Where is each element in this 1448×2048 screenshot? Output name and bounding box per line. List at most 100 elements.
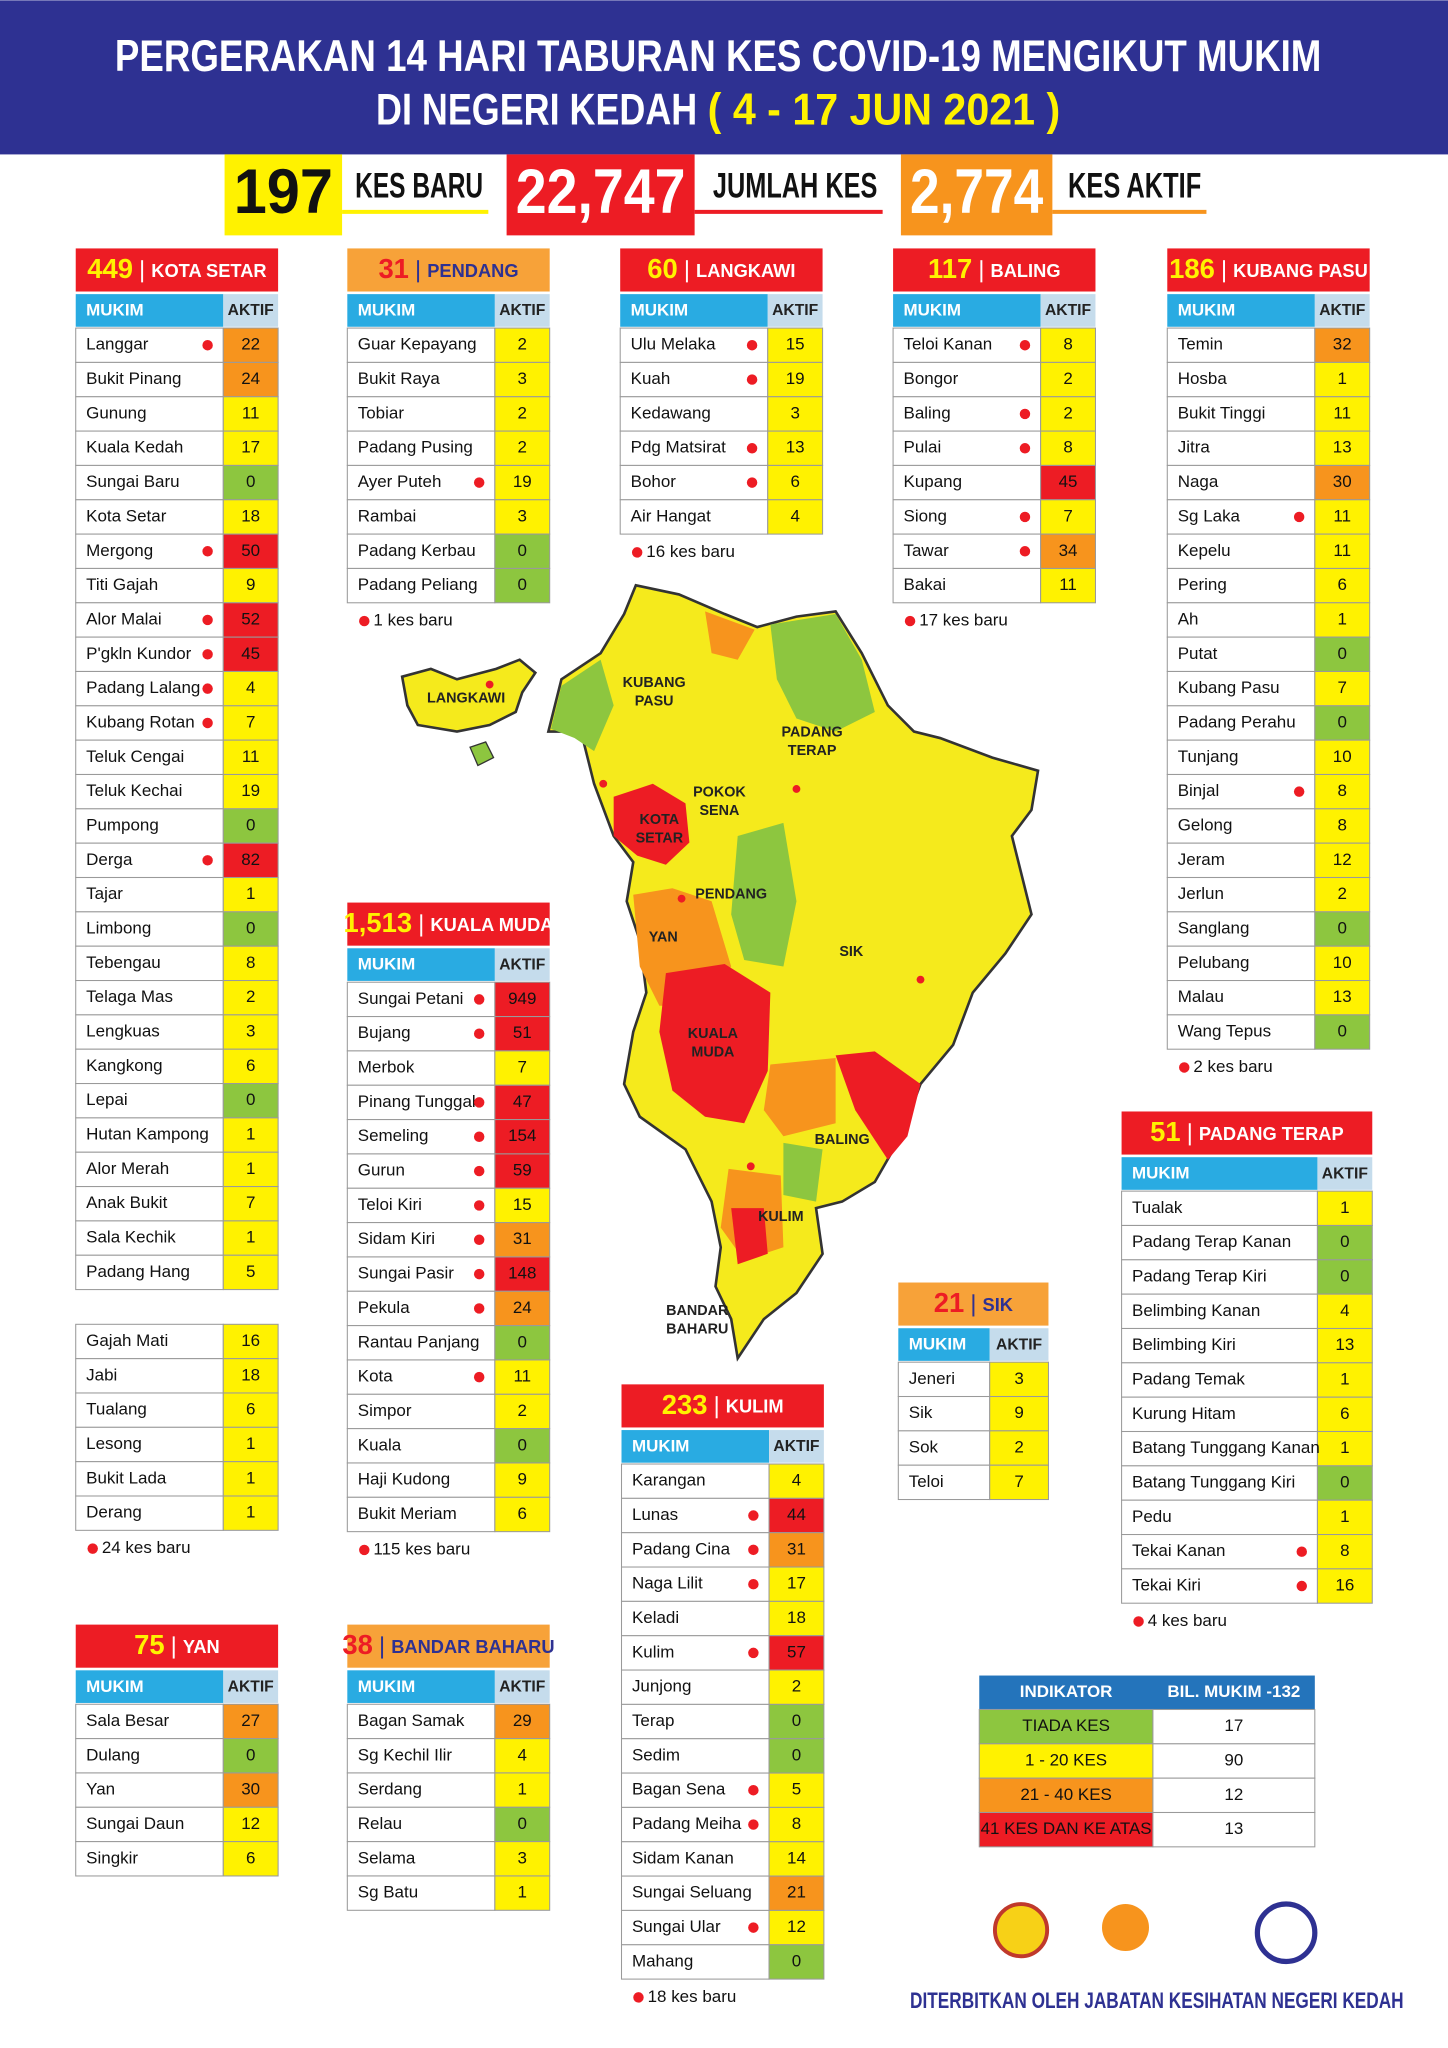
note: 1 kes baru bbox=[373, 611, 452, 630]
mukim-name: Belimbing Kiri bbox=[1132, 1335, 1236, 1354]
row-bg bbox=[1166, 945, 1316, 982]
header-label: AKTIF bbox=[1322, 1165, 1368, 1182]
row-bg bbox=[346, 1016, 496, 1052]
new-case-dot bbox=[473, 1268, 485, 1280]
value-cell bbox=[1314, 327, 1371, 363]
mukim-name: Air Hangat bbox=[631, 506, 711, 525]
mukim-name: Kupang bbox=[904, 472, 963, 491]
mukim-name: Belimbing Kanan bbox=[1132, 1301, 1260, 1320]
active-count: 11 bbox=[1333, 403, 1351, 422]
row-bg bbox=[75, 1495, 224, 1531]
row-bg bbox=[1166, 361, 1316, 398]
active-count: 18 bbox=[241, 1365, 260, 1384]
header-label: AKTIF bbox=[996, 1336, 1042, 1353]
new-case-dot bbox=[746, 374, 758, 385]
active-count: 3 bbox=[246, 1022, 255, 1041]
active-count: 2 bbox=[1014, 1438, 1023, 1457]
value-cell bbox=[767, 361, 824, 398]
row-bg bbox=[892, 361, 1042, 398]
note: 17 kes baru bbox=[919, 611, 1008, 630]
mukim-name: Binjal bbox=[1178, 781, 1220, 800]
row-bg bbox=[1121, 1327, 1318, 1364]
active-count: 11 bbox=[242, 747, 260, 766]
value-cell bbox=[1314, 361, 1371, 398]
title: DI NEGERI KEDAH bbox=[376, 85, 697, 134]
active-count: 9 bbox=[1014, 1403, 1023, 1422]
mukim-name: Sala Besar bbox=[86, 1711, 169, 1730]
map-area bbox=[550, 659, 614, 752]
district-name: PADANG TERAP bbox=[1199, 1123, 1344, 1144]
value-cell bbox=[494, 533, 551, 569]
row-bg bbox=[1121, 1293, 1318, 1330]
value-cell bbox=[222, 533, 279, 569]
active-count: 47 bbox=[513, 1092, 532, 1111]
row-bg bbox=[1166, 1014, 1316, 1050]
new-case-dot bbox=[202, 855, 213, 866]
active-count: 9 bbox=[246, 575, 255, 594]
row-bg bbox=[620, 1669, 770, 1705]
row-bg bbox=[75, 979, 224, 1016]
row-bg bbox=[620, 1944, 770, 1980]
row-bg bbox=[897, 1430, 991, 1466]
mukim-name: Wang Tepus bbox=[1178, 1022, 1271, 1041]
district-name: SIK bbox=[983, 1294, 1014, 1315]
value-cell bbox=[1316, 1430, 1373, 1467]
mukim-name: Tekai Kanan bbox=[1132, 1541, 1225, 1560]
active-count: 31 bbox=[787, 1539, 806, 1558]
new-case-dot bbox=[1019, 546, 1031, 557]
mukim-name: Ulu Melaka bbox=[631, 335, 716, 354]
map-label: MUDA bbox=[691, 1045, 734, 1061]
value-cell bbox=[768, 1738, 825, 1774]
value-cell bbox=[1040, 396, 1096, 432]
note-dot bbox=[87, 1543, 98, 1554]
value-cell bbox=[1316, 1499, 1373, 1536]
active-count: 1 bbox=[246, 1503, 255, 1522]
active-count: 8 bbox=[1063, 438, 1072, 457]
row-bg bbox=[897, 1361, 991, 1398]
value-cell bbox=[222, 1254, 279, 1291]
value-cell bbox=[767, 430, 824, 466]
mukim-name: Sg Kechil Ilir bbox=[358, 1745, 453, 1764]
active-count: 1 bbox=[518, 1780, 527, 1799]
row-bg bbox=[75, 1220, 224, 1256]
mukim-name: Sik bbox=[909, 1403, 933, 1422]
mukim-name: Sungai Petani bbox=[358, 989, 464, 1008]
active-count: 7 bbox=[518, 1058, 527, 1077]
logo bbox=[1254, 1901, 1318, 1965]
value-cell bbox=[1314, 464, 1371, 501]
row-bg bbox=[75, 705, 224, 741]
value-cell bbox=[494, 1016, 551, 1052]
value-cell bbox=[222, 361, 279, 398]
active-count: 2 bbox=[792, 1677, 801, 1696]
row-bg bbox=[619, 396, 769, 432]
active-count: 7 bbox=[246, 712, 255, 731]
active-count: 16 bbox=[241, 1331, 260, 1350]
map-island bbox=[469, 741, 495, 767]
value-cell bbox=[494, 499, 551, 535]
value-cell bbox=[1040, 567, 1096, 604]
note: 18 kes baru bbox=[648, 1987, 737, 2006]
mukim-name: Haji Kudong bbox=[358, 1470, 450, 1489]
mukim-name: Teloi Kanan bbox=[904, 335, 993, 354]
value-cell bbox=[222, 1358, 279, 1394]
date: ( 4 - 17 JUN 2021 ) bbox=[708, 85, 1061, 134]
active-count: 82 bbox=[241, 850, 260, 869]
note-dot bbox=[633, 1992, 644, 2003]
map-label: BAHARU bbox=[666, 1321, 728, 1337]
map-area bbox=[731, 1208, 768, 1265]
row-bg bbox=[620, 1875, 770, 1911]
active-count: 10 bbox=[1333, 953, 1352, 972]
value-cell bbox=[494, 1222, 551, 1258]
active-count: 0 bbox=[1338, 712, 1347, 731]
note: 2 kes baru bbox=[1193, 1057, 1272, 1076]
district-name: KUBANG PASU bbox=[1233, 260, 1368, 281]
mukim-name: Kulim bbox=[632, 1642, 674, 1661]
active-count: 949 bbox=[508, 989, 536, 1008]
active-count: 6 bbox=[518, 1504, 527, 1523]
district-name: KUALA MUDA bbox=[430, 914, 553, 935]
new-case-dot bbox=[202, 717, 213, 729]
mukim-name: Sidam Kiri bbox=[358, 1229, 435, 1248]
district-table: 233 KULIM MUKIM AKTIF Karangan 4 Lunas 44 Padang… bbox=[620, 1384, 825, 2006]
mukim-name: Sala Kechik bbox=[86, 1228, 176, 1247]
